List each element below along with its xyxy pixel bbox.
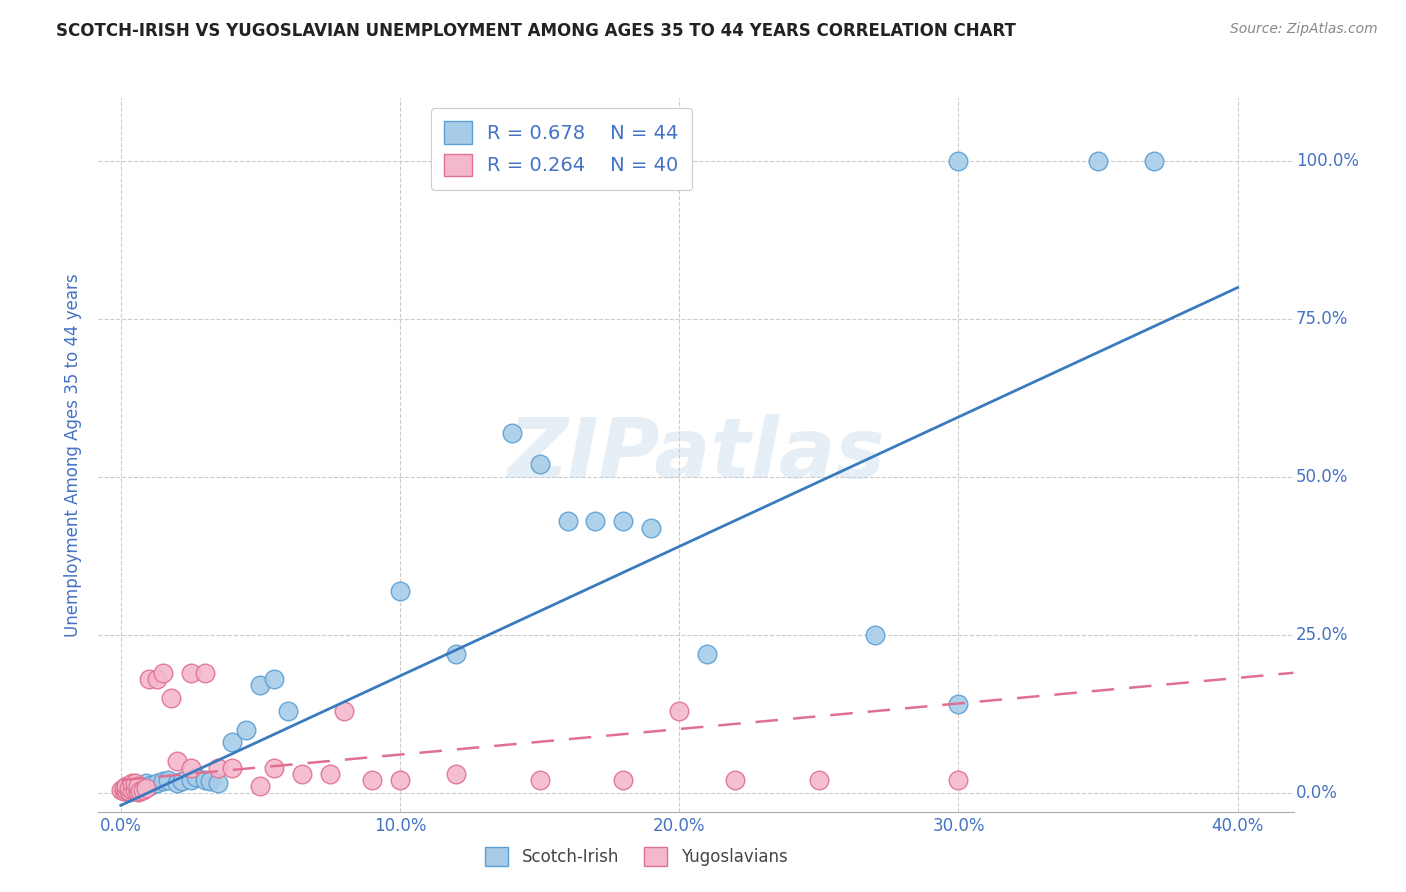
Point	[948, 773, 970, 788]
Point	[249, 780, 271, 794]
Point	[444, 767, 467, 781]
Point	[124, 780, 146, 795]
Point	[138, 780, 160, 794]
Point	[612, 773, 634, 788]
Point	[529, 458, 551, 472]
Point	[640, 520, 662, 534]
Text: 100.0%: 100.0%	[1296, 153, 1360, 170]
Point	[129, 780, 152, 794]
Point	[319, 767, 342, 781]
Point	[135, 776, 157, 790]
Point	[157, 773, 180, 788]
Point	[1087, 154, 1109, 169]
Point	[180, 773, 202, 788]
Point	[291, 767, 314, 781]
Text: SCOTCH-IRISH VS YUGOSLAVIAN UNEMPLOYMENT AMONG AGES 35 TO 44 YEARS CORRELATION C: SCOTCH-IRISH VS YUGOSLAVIAN UNEMPLOYMENT…	[56, 22, 1017, 40]
Text: 25.0%: 25.0%	[1296, 626, 1348, 644]
Point	[115, 780, 138, 794]
Point	[724, 773, 747, 788]
Point	[115, 780, 138, 795]
Point	[444, 647, 467, 661]
Point	[198, 774, 221, 789]
Point	[118, 782, 141, 797]
Point	[361, 773, 384, 788]
Text: 0.0%: 0.0%	[1296, 784, 1337, 802]
Point	[121, 782, 143, 797]
Point	[529, 773, 551, 788]
Text: 75.0%: 75.0%	[1296, 310, 1348, 328]
Point	[110, 782, 132, 797]
Point	[124, 776, 146, 790]
Point	[193, 773, 215, 788]
Point	[127, 784, 149, 798]
Point	[118, 784, 141, 798]
Point	[127, 780, 149, 794]
Point	[112, 780, 135, 795]
Legend: Scotch-Irish, Yugoslavians: Scotch-Irish, Yugoslavians	[477, 838, 796, 875]
Point	[121, 780, 143, 794]
Point	[186, 770, 208, 784]
Point	[127, 782, 149, 797]
Point	[221, 760, 243, 774]
Point	[112, 784, 135, 798]
Point	[388, 773, 411, 788]
Point	[121, 776, 143, 790]
Point	[146, 672, 169, 686]
Point	[180, 665, 202, 680]
Point	[146, 776, 169, 790]
Point	[585, 514, 607, 528]
Point	[118, 784, 141, 798]
Text: 50.0%: 50.0%	[1296, 468, 1348, 486]
Point	[235, 723, 257, 737]
Point	[152, 665, 174, 680]
Point	[333, 704, 356, 718]
Point	[221, 735, 243, 749]
Point	[1143, 154, 1166, 169]
Point	[948, 698, 970, 712]
Text: ZIPatlas: ZIPatlas	[508, 415, 884, 495]
Y-axis label: Unemployment Among Ages 35 to 44 years: Unemployment Among Ages 35 to 44 years	[65, 273, 83, 637]
Point	[166, 754, 188, 768]
Point	[207, 760, 229, 774]
Point	[668, 704, 690, 718]
Point	[160, 691, 183, 706]
Point	[112, 782, 135, 797]
Point	[124, 784, 146, 798]
Point	[138, 672, 160, 686]
Point	[277, 704, 299, 718]
Point	[124, 782, 146, 797]
Point	[501, 425, 523, 440]
Point	[207, 776, 229, 790]
Point	[948, 154, 970, 169]
Point	[141, 778, 163, 792]
Point	[557, 514, 579, 528]
Point	[132, 780, 155, 795]
Text: Source: ZipAtlas.com: Source: ZipAtlas.com	[1230, 22, 1378, 37]
Point	[121, 783, 143, 797]
Point	[249, 678, 271, 692]
Point	[612, 514, 634, 528]
Point	[263, 672, 285, 686]
Point	[115, 782, 138, 797]
Point	[263, 760, 285, 774]
Point	[193, 665, 215, 680]
Point	[696, 647, 718, 661]
Point	[152, 774, 174, 789]
Point	[863, 628, 886, 642]
Point	[132, 782, 155, 797]
Point	[135, 780, 157, 795]
Point	[180, 760, 202, 774]
Point	[166, 776, 188, 790]
Point	[172, 774, 194, 789]
Point	[118, 780, 141, 795]
Point	[115, 784, 138, 798]
Point	[807, 773, 830, 788]
Point	[388, 583, 411, 598]
Point	[129, 784, 152, 798]
